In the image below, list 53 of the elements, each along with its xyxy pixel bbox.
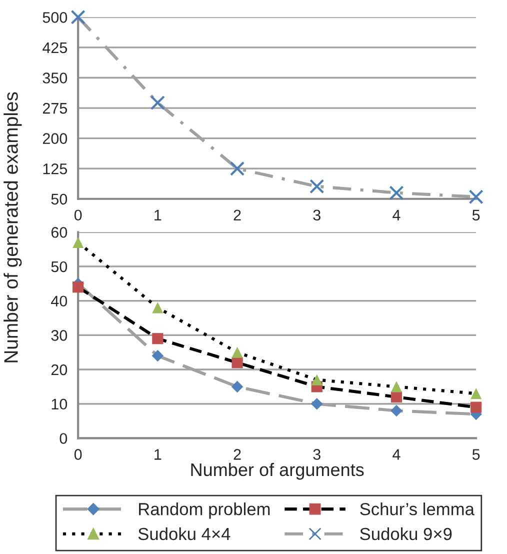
y-tick-label: 10 bbox=[52, 398, 68, 410]
y-tick-label: 20 bbox=[51, 364, 68, 376]
x-tick-label: 3 bbox=[313, 449, 320, 460]
y-tick-label: 30 bbox=[51, 330, 68, 341]
y-tick-label: 425 bbox=[42, 42, 68, 54]
x-tick-label: 0 bbox=[74, 210, 82, 221]
y-tick-label: 125 bbox=[43, 163, 68, 174]
point bbox=[152, 333, 164, 344]
point bbox=[311, 374, 322, 386]
point bbox=[390, 391, 402, 403]
point bbox=[232, 357, 243, 368]
point bbox=[152, 350, 164, 362]
legend-label: Sudoku 4×4 bbox=[138, 527, 230, 540]
point bbox=[72, 236, 84, 248]
y-tick-label: 350 bbox=[42, 72, 68, 84]
y-tick-label: 60 bbox=[51, 226, 68, 238]
point bbox=[470, 388, 482, 400]
y-tick-label: 500 bbox=[42, 12, 68, 23]
legend-label: Schur’s lemma bbox=[360, 502, 474, 516]
point bbox=[390, 381, 402, 392]
point bbox=[389, 186, 404, 200]
x-tick-label: 4 bbox=[392, 210, 400, 220]
x-tick-label: 2 bbox=[234, 449, 241, 460]
y-tick-label: 275 bbox=[42, 102, 68, 114]
x-tick-label: 3 bbox=[313, 210, 320, 221]
point bbox=[152, 302, 164, 314]
x-tick-label: 5 bbox=[472, 210, 480, 221]
y-tick-label: 50 bbox=[51, 261, 68, 272]
point bbox=[231, 380, 244, 393]
x-tick-label: 2 bbox=[234, 210, 241, 220]
point bbox=[232, 346, 243, 358]
point bbox=[468, 190, 484, 204]
point bbox=[310, 179, 324, 194]
point bbox=[230, 161, 245, 176]
x-tick-label: 5 bbox=[472, 449, 480, 460]
x-tick-label: 1 bbox=[154, 449, 162, 460]
y-tick-label: 200 bbox=[42, 133, 68, 144]
point bbox=[150, 95, 165, 110]
x-tick-label: 0 bbox=[74, 449, 82, 460]
legend-label: Random problem bbox=[139, 502, 270, 519]
y-tick-label: 50 bbox=[51, 194, 68, 205]
y-tick-label: 0 bbox=[60, 433, 68, 444]
point bbox=[72, 282, 84, 293]
point bbox=[310, 398, 323, 410]
legend-label: Sudoku 9×9 bbox=[360, 527, 452, 540]
point bbox=[70, 10, 86, 24]
x-tick-label: 4 bbox=[392, 449, 400, 460]
y-tick-label: 40 bbox=[51, 296, 68, 307]
y-axis-title: Number of generated examples bbox=[4, 92, 22, 362]
x-tick-label: 1 bbox=[154, 210, 162, 220]
point bbox=[470, 402, 482, 413]
point bbox=[390, 404, 402, 417]
x-axis-title: Number of arguments bbox=[191, 462, 364, 480]
